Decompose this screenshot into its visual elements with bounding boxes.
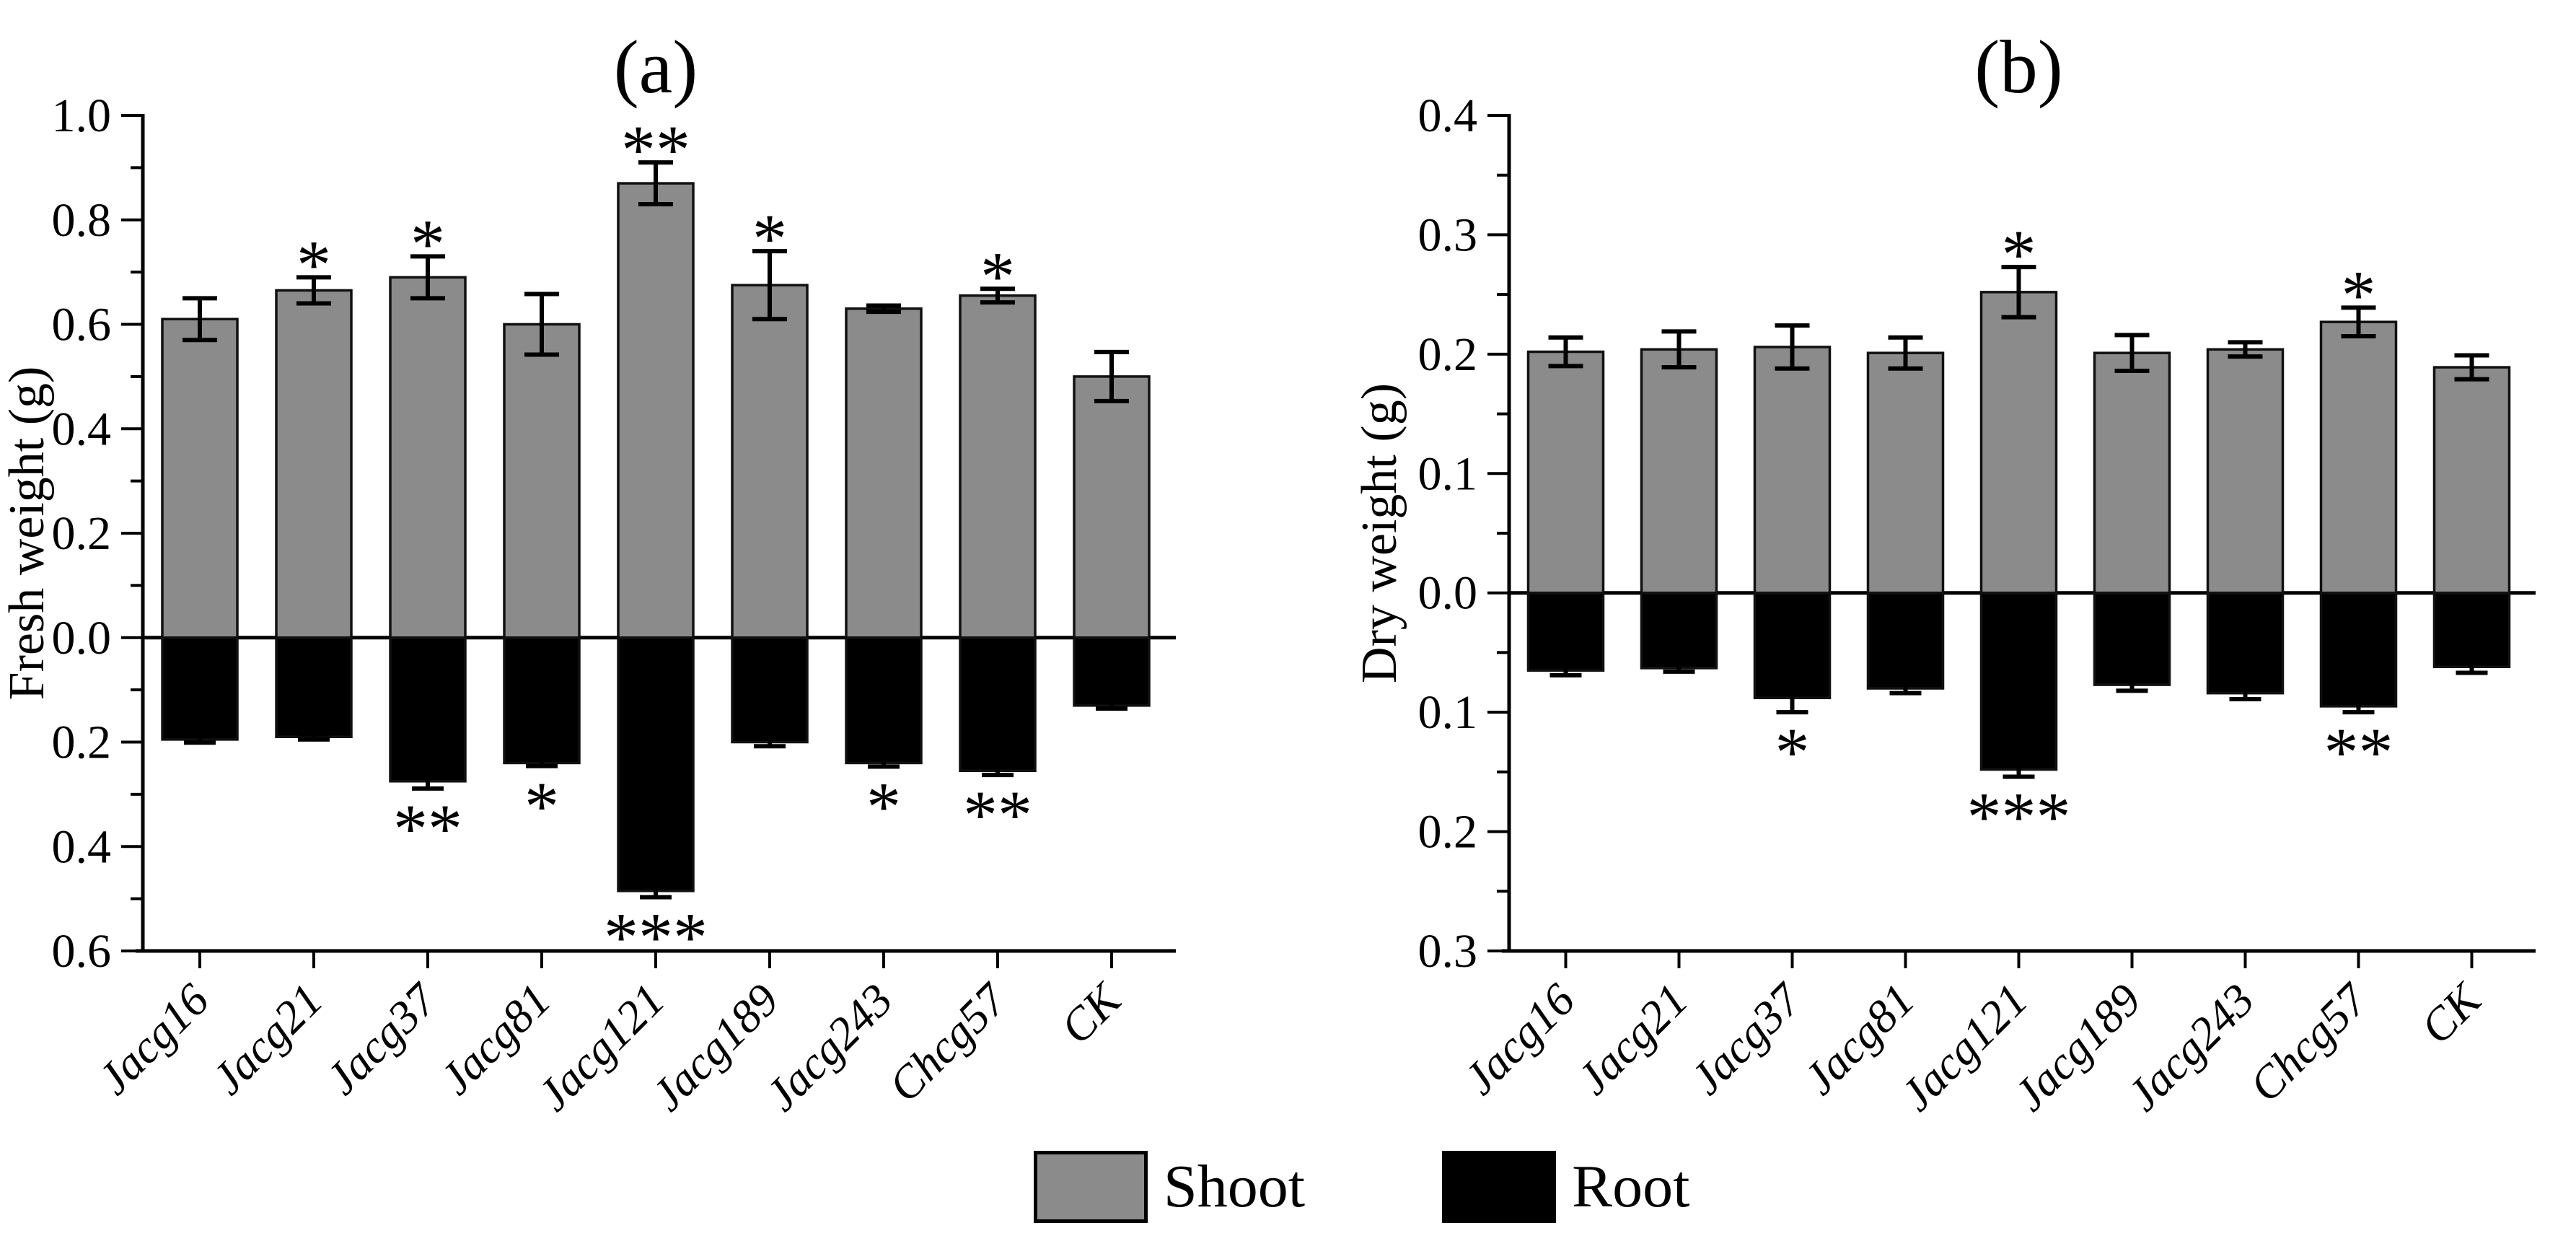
bar-root-Jacg16 — [1526, 591, 1605, 672]
y-tick-label: 0.3 — [1418, 209, 1478, 261]
bar-shoot-Jacg243 — [845, 307, 923, 639]
panel-b-dry-weight: (b) Dry weight (g) 0.4 0.3 0.2 0.1 0.0 0.1 0.2 0.… — [1288, 0, 2576, 1133]
y-tick-label: 0.6 — [52, 299, 112, 351]
y-tick-label: 0.2 — [1418, 806, 1478, 859]
x-tick-label-Jacg189: Jacg189 — [641, 974, 788, 1121]
bar-shoot-Jacg21 — [275, 289, 353, 639]
x-tick-label-Jacg16: Jacg16 — [1454, 974, 1585, 1105]
legend-item-root: Root — [1442, 1151, 1689, 1223]
bar-root-Jacg121 — [617, 636, 695, 893]
bar-shoot-Chcg57 — [959, 294, 1037, 639]
x-tick-label-Chcg57: Chcg57 — [879, 973, 1018, 1112]
legend-item-shoot: Shoot — [1034, 1151, 1305, 1223]
bar-root-CK — [2432, 591, 2511, 669]
y-tick-label: 0.2 — [1418, 328, 1478, 381]
bar-root-Chcg57 — [959, 636, 1037, 773]
significance-shoot-Jacg121: ** — [621, 111, 690, 188]
bar-root-CK — [1073, 636, 1151, 707]
bar-root-Jacg37 — [389, 636, 467, 783]
x-tick-label-CK: CK — [2411, 972, 2492, 1053]
legend: Shoot Root — [1034, 1151, 1689, 1223]
y-tick-label: 0.8 — [52, 194, 112, 247]
bar-shoot-Jacg81 — [503, 323, 581, 639]
bar-shoot-Jacg243 — [2206, 348, 2285, 595]
root-swatch-icon — [1442, 1151, 1557, 1223]
x-tick-label-Jacg16: Jacg16 — [88, 974, 219, 1105]
bar-root-Jacg189 — [731, 636, 809, 744]
bar-shoot-Jacg37 — [389, 276, 467, 639]
bar-root-Jacg81 — [503, 636, 581, 765]
x-tick-label-Jacg121: Jacg121 — [527, 974, 674, 1121]
y-tick-label: 0.4 — [52, 403, 112, 455]
y-tick-label: 0.1 — [1418, 686, 1478, 739]
significance-root-Jacg37: * — [1775, 714, 1810, 791]
significance-root-Jacg81: * — [524, 768, 559, 845]
significance-root-Chcg57: ** — [2324, 714, 2393, 791]
y-tick-label: 0.2 — [52, 507, 112, 560]
bar-shoot-Jacg16 — [1526, 350, 1605, 595]
x-tick-label-Chcg57: Chcg57 — [2239, 973, 2378, 1112]
bar-root-Jacg243 — [845, 636, 923, 765]
significance-shoot-Jacg121: * — [2002, 216, 2036, 293]
significance-root-Jacg243: * — [866, 768, 901, 846]
panel-title: (a) — [614, 25, 698, 109]
bar-shoot-Jacg121 — [1979, 291, 2058, 595]
y-tick-label: 0.6 — [52, 925, 112, 978]
x-tick-label-Jacg21: Jacg21 — [202, 974, 333, 1105]
x-tick-label-CK: CK — [1050, 972, 1132, 1053]
y-tick-label: 0.1 — [1418, 447, 1478, 500]
bar-root-Jacg189 — [2093, 591, 2171, 686]
bar-shoot-Jacg121 — [617, 182, 695, 639]
x-tick-label-Jacg37: Jacg37 — [1681, 973, 1813, 1105]
x-tick-label-Jacg243: Jacg243 — [755, 974, 902, 1121]
significance-shoot-Jacg21: * — [296, 226, 331, 303]
bar-root-Jacg243 — [2206, 591, 2285, 695]
fresh-weight-chart: (a) Fresh weight (g) 1.0 0.8 0.6 0.4 0.2 0.0 0.2… — [0, 25, 1176, 1121]
significance-root-Jacg37: ** — [393, 790, 462, 867]
panel-a-fresh-weight: (a) Fresh weight (g) 1.0 0.8 0.6 0.4 0.2 0.0 0.2… — [0, 0, 1288, 1133]
bar-shoot-Jacg189 — [731, 284, 809, 639]
bar-root-Jacg16 — [161, 636, 239, 741]
dry-weight-chart: (b) Dry weight (g) 0.4 0.3 0.2 0.1 0.0 0.1 0.2 0.… — [1352, 25, 2536, 1121]
bar-shoot-Jacg37 — [1753, 346, 1832, 595]
bar-shoot-Jacg189 — [2093, 351, 2171, 595]
bar-root-Jacg21 — [275, 636, 353, 739]
bar-shoot-CK — [1073, 375, 1151, 639]
bar-shoot-Jacg16 — [161, 317, 239, 639]
bar-shoot-Chcg57 — [2319, 320, 2398, 595]
bar-root-Jacg81 — [1866, 591, 1945, 690]
significance-shoot-Chcg57: * — [2342, 256, 2376, 333]
y-tick-label: 0.0 — [1418, 567, 1478, 620]
significance-root-Jacg121: *** — [604, 898, 708, 975]
x-tick-label-Jacg189: Jacg189 — [2004, 974, 2151, 1121]
significance-shoot-Jacg37: * — [410, 205, 445, 282]
y-axis-label: Fresh weight (g) — [0, 367, 55, 701]
x-tick-label-Jacg21: Jacg21 — [1568, 974, 1698, 1105]
significance-root-Chcg57: ** — [963, 776, 1032, 854]
bar-shoot-CK — [2432, 366, 2511, 595]
y-tick-label: 0.3 — [1418, 925, 1478, 978]
significance-shoot-Chcg57: * — [980, 237, 1015, 315]
y-axis-label: Dry weight (g) — [1352, 383, 1407, 683]
bar-root-Chcg57 — [2319, 591, 2398, 708]
y-tick-label: 1.0 — [52, 89, 112, 142]
panel-title: (b) — [1974, 25, 2062, 109]
bar-root-Jacg21 — [1640, 591, 1718, 670]
x-tick-label-Jacg243: Jacg243 — [2117, 974, 2264, 1121]
bar-shoot-Jacg81 — [1866, 351, 1945, 595]
x-tick-label-Jacg121: Jacg121 — [1891, 974, 2038, 1121]
significance-root-Jacg121: *** — [1967, 778, 2071, 855]
bar-shoot-Jacg21 — [1640, 348, 1718, 595]
x-tick-label-Jacg37: Jacg37 — [316, 973, 448, 1105]
y-tick-label: 0.4 — [1418, 89, 1478, 142]
legend-label-shoot: Shoot — [1164, 1153, 1306, 1220]
y-tick-label: 0.0 — [52, 612, 112, 665]
significance-shoot-Jacg189: * — [752, 200, 787, 277]
bar-root-Jacg121 — [1979, 591, 2058, 771]
y-tick-label: 0.4 — [52, 820, 112, 873]
y-tick-label: 0.2 — [52, 716, 112, 769]
shoot-swatch-icon — [1034, 1151, 1148, 1223]
legend-label-root: Root — [1572, 1153, 1690, 1220]
